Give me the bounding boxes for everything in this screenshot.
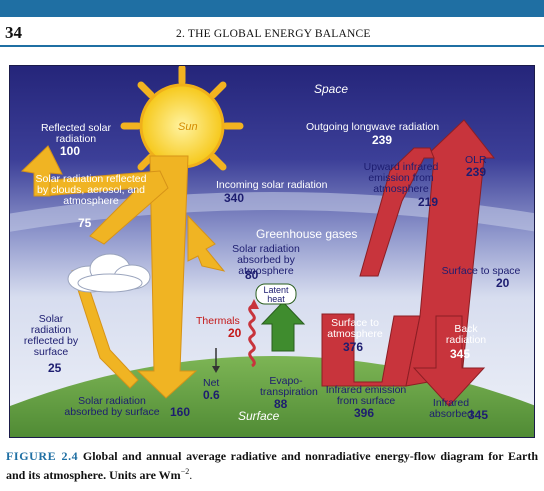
- evapotranspiration-arrow: [260, 301, 306, 352]
- incoming-solar-label: Incoming solar radiation: [216, 179, 328, 191]
- incoming-solar-arrow: [136, 155, 198, 399]
- surface-to-atmosphere-value: 376: [343, 340, 364, 354]
- figure-caption: FIGURE 2.4 Global and annual average rad…: [6, 449, 538, 483]
- page-number: 34: [5, 23, 22, 42]
- reflected-by-clouds-value: 75: [78, 216, 92, 230]
- incoming-solar-value: 340: [224, 191, 245, 205]
- surface-to-space-label: Surface to space: [441, 265, 521, 277]
- infrared-absorbed-value: 345: [468, 408, 489, 422]
- top-color-bar: [0, 0, 544, 17]
- net-value: 0.6: [203, 388, 220, 402]
- caption-end: .: [189, 468, 193, 482]
- greenhouse-label: Greenhouse gases: [256, 227, 358, 241]
- thermals-label: Thermals: [196, 315, 240, 327]
- absorbed-by-surface-label: Solar radiation absorbed by surface: [64, 395, 160, 418]
- space-label: Space: [314, 82, 349, 96]
- latent-heat-label: Latent heat: [263, 285, 289, 304]
- header-rule: [0, 45, 544, 47]
- thermals-icon: [248, 304, 256, 368]
- reflected-by-surface-label: Solar radiation reflected by surface: [23, 313, 79, 358]
- running-head: 2. THE GLOBAL ENERGY BALANCE: [176, 28, 371, 40]
- infrared-emission-surface-value: 396: [354, 406, 375, 420]
- outgoing-longwave-label: Outgoing longwave radiation: [306, 121, 440, 133]
- upward-infrared-label: Upward infrared emission from atmosphere: [363, 161, 439, 195]
- upward-infrared-arrow: [359, 147, 435, 277]
- thermals-value: 20: [228, 326, 242, 340]
- olr-value: 239: [466, 165, 487, 179]
- caption-text: Global and annual average radiative and …: [6, 449, 539, 482]
- upward-infrared-value: 219: [418, 195, 439, 209]
- net-label: Net: [203, 377, 220, 389]
- infrared-absorbed-label: Infrared absorbed: [429, 397, 473, 420]
- infrared-emission-surface-label: Infrared emission from surface: [325, 384, 407, 407]
- sun-label: Sun: [178, 121, 198, 133]
- surface-label: Surface: [238, 409, 280, 423]
- figure-label: FIGURE 2.4: [6, 449, 79, 463]
- energy-balance-diagram: [10, 66, 534, 437]
- back-radiation-label: Back radiation: [445, 323, 487, 346]
- evapotranspiration-label: Evapo- transpiration: [260, 375, 318, 398]
- back-radiation-value: 345: [450, 347, 471, 361]
- reflected-solar-value: 100: [60, 144, 81, 158]
- olr-arrow: [405, 119, 496, 387]
- absorbed-by-atmosphere-label: Solar radiation absorbed by atmosphere: [232, 243, 300, 277]
- absorbed-by-surface-value: 160: [170, 405, 191, 419]
- reflected-arrowhead: [20, 145, 63, 197]
- caption-superscript: −2: [180, 467, 190, 476]
- olr-label: OLR: [465, 154, 487, 166]
- outgoing-longwave-value: 239: [372, 133, 393, 147]
- absorbed-by-atmosphere-arrow: [187, 214, 226, 272]
- surface-to-atmosphere-label: Surface to atmosphere: [327, 317, 383, 340]
- surface-to-space-value: 20: [496, 276, 510, 290]
- reflected-by-surface-value: 25: [48, 361, 62, 375]
- back-radiation-arrow: [412, 315, 486, 407]
- energy-balance-figure: Space Sun Reflected solar radiation 100 …: [9, 65, 535, 438]
- reflected-by-clouds-label: Solar radiation reflected by clouds, aer…: [35, 173, 147, 207]
- reflected-solar-label: Reflected solar radiation: [40, 122, 112, 145]
- evapotranspiration-value: 88: [274, 397, 288, 411]
- cloud-icon: [67, 253, 151, 293]
- absorbed-by-atmosphere-value: 80: [245, 268, 259, 282]
- latent-heat-bubble: [255, 283, 297, 305]
